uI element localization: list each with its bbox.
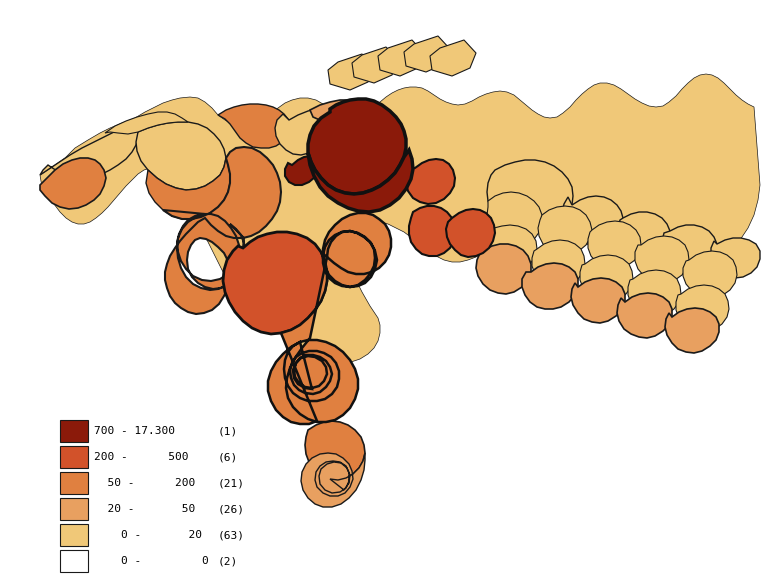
Polygon shape (430, 40, 476, 76)
Text: (26): (26) (218, 504, 245, 514)
Polygon shape (532, 240, 585, 287)
Bar (60, 446, 88, 468)
Polygon shape (275, 109, 328, 155)
Polygon shape (352, 47, 398, 83)
Polygon shape (487, 160, 573, 232)
Text: 20 -       50: 20 - 50 (94, 504, 195, 514)
Polygon shape (404, 36, 450, 72)
Polygon shape (635, 236, 689, 283)
Polygon shape (305, 421, 365, 480)
Polygon shape (562, 196, 623, 245)
Text: 700 - 17.300: 700 - 17.300 (94, 426, 175, 436)
Polygon shape (105, 112, 188, 134)
Polygon shape (308, 150, 413, 212)
Text: 200 -      500: 200 - 500 (94, 452, 188, 462)
Polygon shape (522, 263, 578, 309)
Polygon shape (683, 251, 737, 298)
Polygon shape (588, 221, 641, 269)
Text: (2): (2) (218, 556, 238, 566)
Polygon shape (617, 293, 672, 338)
Polygon shape (484, 225, 537, 272)
Polygon shape (223, 232, 327, 334)
Bar (60, 420, 88, 442)
Polygon shape (146, 158, 230, 219)
Polygon shape (328, 54, 374, 90)
Polygon shape (163, 147, 281, 314)
Polygon shape (580, 255, 633, 302)
Polygon shape (476, 244, 531, 294)
Polygon shape (446, 209, 495, 257)
Polygon shape (618, 212, 670, 258)
Polygon shape (310, 100, 389, 154)
Polygon shape (406, 159, 455, 204)
Polygon shape (378, 40, 424, 76)
Bar (60, 550, 88, 572)
Text: (63): (63) (218, 530, 245, 540)
Polygon shape (40, 126, 138, 178)
Bar (60, 498, 88, 520)
Polygon shape (571, 278, 625, 323)
Polygon shape (665, 308, 719, 353)
Polygon shape (409, 206, 456, 256)
Text: (6): (6) (218, 452, 238, 462)
Polygon shape (218, 104, 290, 148)
Polygon shape (711, 238, 760, 278)
Polygon shape (40, 74, 760, 363)
Polygon shape (285, 156, 318, 185)
Text: 0 -       20: 0 - 20 (94, 530, 202, 540)
Polygon shape (301, 453, 365, 507)
Polygon shape (662, 225, 717, 272)
Polygon shape (40, 158, 106, 209)
Bar (60, 524, 88, 546)
Polygon shape (136, 122, 226, 190)
Polygon shape (308, 99, 406, 194)
Polygon shape (676, 285, 729, 332)
Bar (60, 472, 88, 494)
Text: (1): (1) (218, 426, 238, 436)
Text: (21): (21) (218, 478, 245, 488)
Polygon shape (268, 213, 391, 424)
Text: 50 -      200: 50 - 200 (94, 478, 195, 488)
Text: 0 -         0: 0 - 0 (94, 556, 209, 566)
Polygon shape (487, 192, 542, 246)
Polygon shape (628, 270, 681, 317)
Polygon shape (538, 206, 592, 255)
